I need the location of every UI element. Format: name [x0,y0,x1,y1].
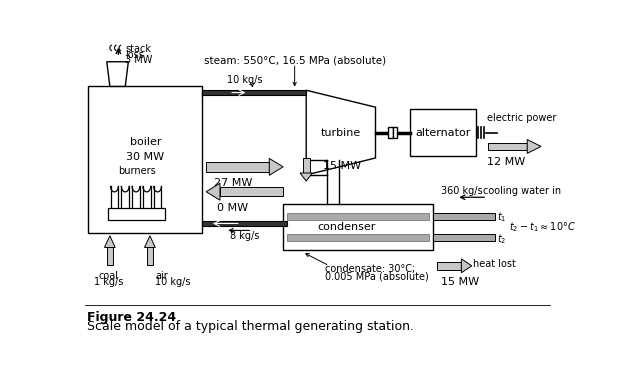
Bar [287,235,430,241]
Text: alternator: alternator [415,128,471,138]
Text: loss: loss [125,50,144,60]
Text: 30 MW: 30 MW [126,152,164,161]
Bar [388,127,393,138]
Text: Figure 24.24: Figure 24.24 [87,311,176,324]
Text: burners: burners [118,166,156,176]
Text: cooling water in: cooling water in [484,186,562,196]
Text: 3 MW: 3 MW [125,55,153,65]
Text: $t_1$: $t_1$ [497,211,507,224]
Text: 10 kg/s: 10 kg/s [227,75,262,85]
Text: $t_2$: $t_2$ [497,232,507,246]
FancyBboxPatch shape [488,143,527,150]
Text: 15 MW: 15 MW [441,277,479,287]
Polygon shape [527,139,541,153]
Text: boiler: boiler [130,137,161,147]
Text: 12 MW: 12 MW [487,157,526,167]
FancyBboxPatch shape [206,162,269,171]
Polygon shape [104,236,115,247]
Polygon shape [144,236,155,247]
Text: coal: coal [99,271,118,281]
Text: 27 MW: 27 MW [214,178,252,188]
FancyBboxPatch shape [437,262,461,270]
Text: 0 MW: 0 MW [218,203,249,213]
Text: 8 kg/s: 8 kg/s [230,231,259,241]
Polygon shape [461,259,472,273]
Bar [283,204,433,250]
Text: 15 MW: 15 MW [323,161,361,171]
Text: stack: stack [125,44,151,54]
FancyBboxPatch shape [147,247,153,265]
Bar [88,86,202,233]
Text: condenser: condenser [317,222,375,232]
Text: 360 kg/s: 360 kg/s [441,186,482,196]
Bar [108,208,166,219]
Text: 0.005 MPa (absolute): 0.005 MPa (absolute) [326,272,429,282]
FancyBboxPatch shape [107,247,113,265]
Bar [287,213,430,220]
Polygon shape [306,90,376,175]
Bar [410,109,476,156]
Text: $t_2 - t_1 \approx 10°C$: $t_2 - t_1 \approx 10°C$ [508,221,575,234]
Polygon shape [269,159,283,175]
Bar [433,213,495,220]
Text: 1 kg/s: 1 kg/s [94,277,123,287]
Bar [433,235,495,241]
Text: air: air [155,271,168,281]
Text: heat lost: heat lost [473,259,516,269]
Text: electric power: electric power [487,113,557,123]
FancyBboxPatch shape [220,187,283,196]
Polygon shape [107,62,128,86]
Text: turbine: turbine [321,128,361,138]
Text: 10 kg/s: 10 kg/s [155,277,191,287]
Polygon shape [300,173,312,181]
Text: Scale model of a typical thermal generating station.: Scale model of a typical thermal generat… [87,320,414,334]
Bar [393,127,397,138]
Bar [202,221,287,226]
Polygon shape [206,183,220,200]
Bar [202,90,306,95]
Text: condensate: 30°C;: condensate: 30°C; [326,264,415,274]
FancyBboxPatch shape [303,158,309,173]
Text: steam: 550°C, 16.5 MPa (absolute): steam: 550°C, 16.5 MPa (absolute) [203,55,386,66]
